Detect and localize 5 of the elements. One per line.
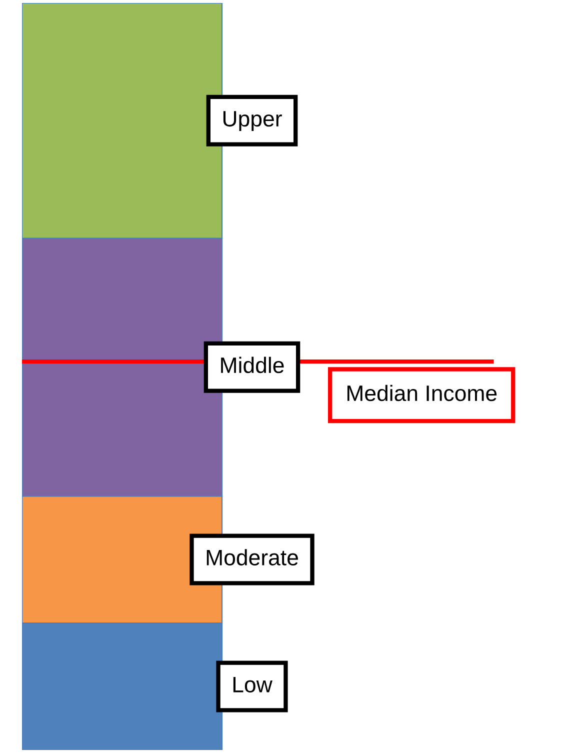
series-label: Moderate [206, 549, 298, 566]
ref-line-label: Median Income [347, 384, 497, 402]
series-label: Low [233, 676, 272, 692]
series-label: Middle [221, 356, 284, 374]
series-label: Upper [223, 111, 282, 132]
